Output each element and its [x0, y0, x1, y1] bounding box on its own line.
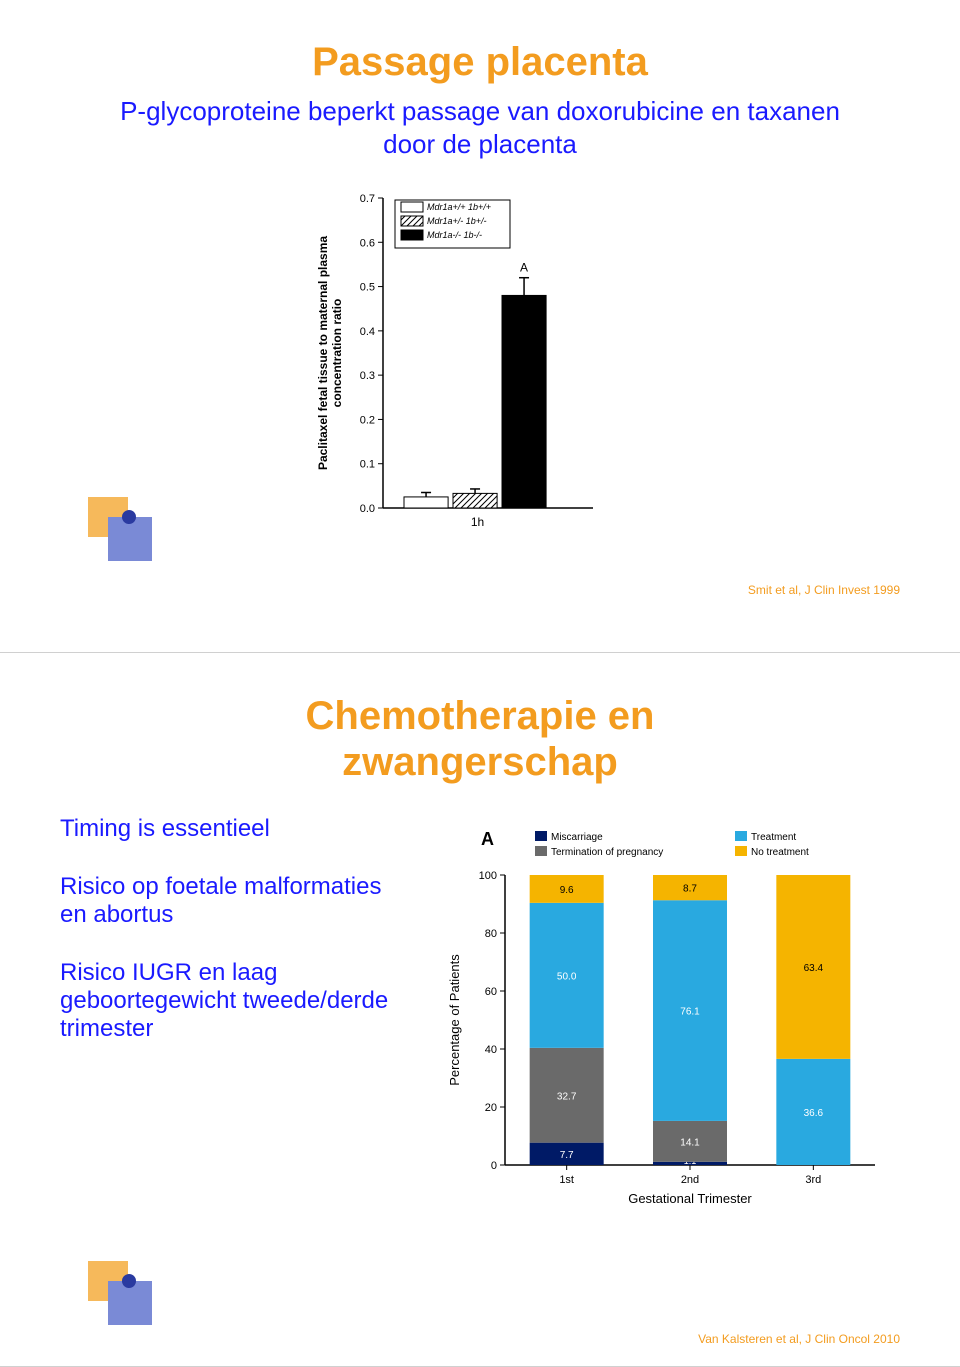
svg-text:Mdr1a-/- 1b-/-: Mdr1a-/- 1b-/- [427, 230, 482, 240]
svg-text:9.6: 9.6 [560, 885, 574, 896]
svg-text:2nd: 2nd [681, 1174, 699, 1186]
svg-text:63.4: 63.4 [804, 963, 824, 974]
slide2-chart-col: A Miscarriage Termination of pregnancy Trea… [430, 815, 920, 1225]
svg-text:Miscarriage: Miscarriage [551, 832, 603, 843]
svg-text:0.4: 0.4 [360, 326, 375, 338]
svg-text:8.7: 8.7 [683, 884, 697, 895]
svg-text:3rd: 3rd [805, 1174, 821, 1186]
svg-text:20: 20 [485, 1102, 497, 1114]
svg-text:50.0: 50.0 [557, 971, 577, 982]
svg-text:Treatment: Treatment [751, 832, 796, 843]
svg-text:No treatment: No treatment [751, 847, 809, 858]
chart-gestational-trimester: A Miscarriage Termination of pregnancy Trea… [435, 815, 915, 1225]
svg-text:A: A [481, 829, 494, 849]
logo-icon [70, 492, 150, 572]
slide1-citation: Smit et al, J Clin Invest 1999 [748, 583, 900, 597]
chart-paclitaxel-ratio: 0.0 0.1 0.2 0.3 0.4 0.5 0.6 0.7 Paclitaxel fetal… [315, 180, 645, 550]
svg-text:Percentage of Patients: Percentage of Patients [447, 954, 462, 1086]
slide2-title-text: Chemotherapie en zwangerschap [306, 694, 655, 784]
bullet-risico-iugr: Risico IUGR en laag geboortegewicht twee… [60, 959, 410, 1043]
svg-text:Mdr1a+/- 1b+/-: Mdr1a+/- 1b+/- [427, 216, 487, 226]
svg-text:A: A [520, 261, 528, 275]
svg-text:0: 0 [491, 1160, 497, 1172]
svg-text:0.2: 0.2 [360, 414, 375, 426]
bullet-risico-malformaties: Risico op foetale malformaties en abortu… [60, 873, 410, 929]
svg-text:0.6: 0.6 [360, 237, 375, 249]
svg-text:0.3: 0.3 [360, 370, 375, 382]
slide1-subtitle: P-glycoproteine beperkt passage van doxo… [100, 95, 860, 160]
svg-text:Gestational Trimester: Gestational Trimester [628, 1191, 752, 1206]
svg-text:36.6: 36.6 [804, 1108, 824, 1119]
svg-text:1st: 1st [559, 1174, 574, 1186]
svg-text:32.7: 32.7 [557, 1091, 577, 1102]
svg-text:1h: 1h [471, 515, 484, 529]
svg-text:Paclitaxel fetal tissue to mat: Paclitaxel fetal tissue to maternal plas… [316, 236, 344, 470]
svg-text:100: 100 [479, 870, 497, 882]
svg-text:80: 80 [485, 928, 497, 940]
bullet-timing: Timing is essentieel [60, 815, 410, 843]
svg-text:0.7: 0.7 [360, 193, 375, 205]
slide2-text-col: Timing is essentieel Risico op foetale m… [40, 815, 410, 1225]
svg-text:0.5: 0.5 [360, 282, 375, 294]
svg-text:7.7: 7.7 [560, 1150, 574, 1161]
slide2-citation: Van Kalsteren et al, J Clin Oncol 2010 [698, 1332, 900, 1346]
slide1-title: Passage placenta [40, 40, 920, 85]
svg-text:76.1: 76.1 [680, 1007, 700, 1018]
svg-text:0.0: 0.0 [360, 503, 375, 515]
svg-text:60: 60 [485, 986, 497, 998]
svg-text:Mdr1a+/+ 1b+/+: Mdr1a+/+ 1b+/+ [427, 202, 491, 212]
slide-chemo-zwangerschap: Chemotherapie en zwangerschap Timing is … [0, 653, 960, 1367]
svg-text:0.1: 0.1 [360, 459, 375, 471]
svg-text:Termination of pregnancy: Termination of pregnancy [551, 847, 663, 858]
slide2-title: Chemotherapie en zwangerschap [170, 693, 790, 785]
logo-icon [70, 1256, 150, 1336]
svg-text:40: 40 [485, 1044, 497, 1056]
slide-passage-placenta: Passage placenta P-glycoproteine beperkt… [0, 0, 960, 653]
svg-text:14.1: 14.1 [680, 1137, 700, 1148]
